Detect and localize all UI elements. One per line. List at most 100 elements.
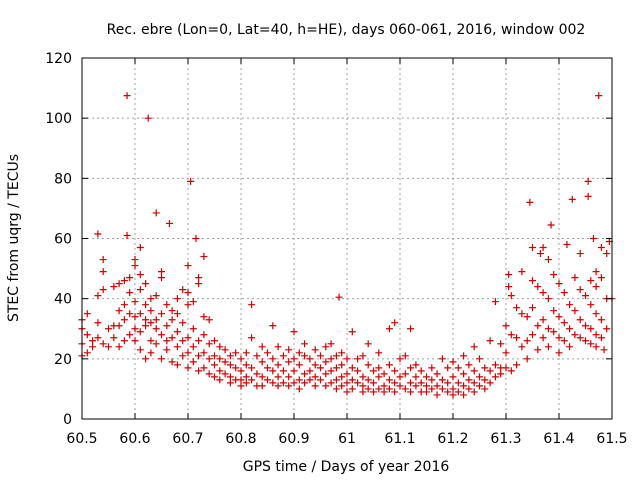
data-point xyxy=(163,346,171,354)
data-point xyxy=(354,379,362,387)
data-point xyxy=(322,382,330,390)
data-point xyxy=(152,292,160,300)
data-point xyxy=(576,286,584,294)
x-tick-label: 60.6 xyxy=(119,431,150,447)
data-point xyxy=(354,355,362,363)
data-point xyxy=(444,379,452,387)
data-point xyxy=(279,367,287,375)
data-point xyxy=(375,373,383,381)
data-point xyxy=(99,256,107,264)
data-point xyxy=(412,361,420,369)
data-point xyxy=(454,364,462,372)
data-point xyxy=(417,367,425,375)
data-point xyxy=(444,388,452,396)
data-point xyxy=(544,256,552,264)
data-point xyxy=(327,340,335,348)
data-point xyxy=(248,376,256,384)
data-point xyxy=(269,322,277,330)
data-point xyxy=(110,283,118,291)
data-point xyxy=(534,322,542,330)
data-point xyxy=(438,385,446,393)
data-point xyxy=(253,370,261,378)
data-point xyxy=(147,319,155,327)
x-tick-label: 61.1 xyxy=(384,431,415,447)
data-point xyxy=(115,343,123,351)
data-point xyxy=(507,367,515,375)
data-point xyxy=(547,221,555,229)
data-point xyxy=(582,322,589,330)
data-point xyxy=(126,289,134,297)
x-tick-label: 60.8 xyxy=(225,431,256,447)
data-point xyxy=(242,349,250,357)
data-point xyxy=(237,355,245,363)
data-point xyxy=(173,361,181,369)
data-point xyxy=(359,352,367,360)
data-point xyxy=(603,250,611,258)
data-point xyxy=(216,343,224,351)
data-point xyxy=(120,301,128,309)
data-point xyxy=(285,346,293,354)
data-point xyxy=(105,325,112,333)
data-point xyxy=(600,346,608,354)
data-point xyxy=(189,343,197,351)
data-point xyxy=(391,367,399,375)
data-point xyxy=(120,316,128,324)
data-point xyxy=(364,376,372,384)
data-point xyxy=(327,367,335,375)
data-point xyxy=(253,352,261,360)
data-point xyxy=(131,325,139,333)
data-point xyxy=(173,295,181,303)
y-tick-label: 80 xyxy=(54,171,72,187)
data-point xyxy=(237,382,245,390)
grid-lines xyxy=(82,58,612,419)
data-point xyxy=(560,337,568,345)
y-tick-label: 20 xyxy=(54,352,72,368)
x-axis-label: GPS time / Days of year 2016 xyxy=(243,459,450,475)
data-point xyxy=(571,307,579,315)
data-point xyxy=(555,313,563,321)
data-point xyxy=(110,334,118,342)
data-point xyxy=(526,198,534,206)
data-point xyxy=(301,352,309,360)
data-point xyxy=(142,316,150,324)
data-point xyxy=(507,292,515,300)
data-point xyxy=(168,334,176,342)
data-point xyxy=(142,322,150,330)
data-point xyxy=(491,373,499,381)
data-point xyxy=(563,241,571,249)
data-point xyxy=(560,319,568,327)
data-point xyxy=(380,370,388,378)
data-point xyxy=(449,391,457,399)
data-point xyxy=(285,373,293,381)
data-point xyxy=(264,376,271,384)
data-point xyxy=(587,301,595,309)
data-point xyxy=(534,346,542,354)
data-point xyxy=(438,376,446,384)
data-point xyxy=(529,244,536,252)
data-point xyxy=(486,379,494,387)
data-point xyxy=(587,340,595,348)
data-point xyxy=(348,376,356,384)
data-point xyxy=(83,331,91,339)
data-point xyxy=(470,379,478,387)
data-point xyxy=(120,337,128,345)
data-point xyxy=(589,235,597,242)
data-point xyxy=(264,349,271,357)
data-point xyxy=(449,385,457,393)
data-point xyxy=(396,382,404,390)
data-point xyxy=(147,337,155,345)
data-point xyxy=(200,313,208,321)
data-point xyxy=(306,367,314,375)
data-point xyxy=(147,349,155,357)
x-tick-label: 61 xyxy=(338,431,356,447)
data-point xyxy=(248,334,256,342)
data-points xyxy=(78,92,616,399)
data-point xyxy=(497,370,505,378)
data-point xyxy=(348,364,356,372)
data-point xyxy=(274,382,282,390)
data-point xyxy=(184,334,192,342)
data-point xyxy=(158,274,165,282)
data-point xyxy=(407,364,415,372)
x-tick-label: 61.5 xyxy=(596,431,627,447)
